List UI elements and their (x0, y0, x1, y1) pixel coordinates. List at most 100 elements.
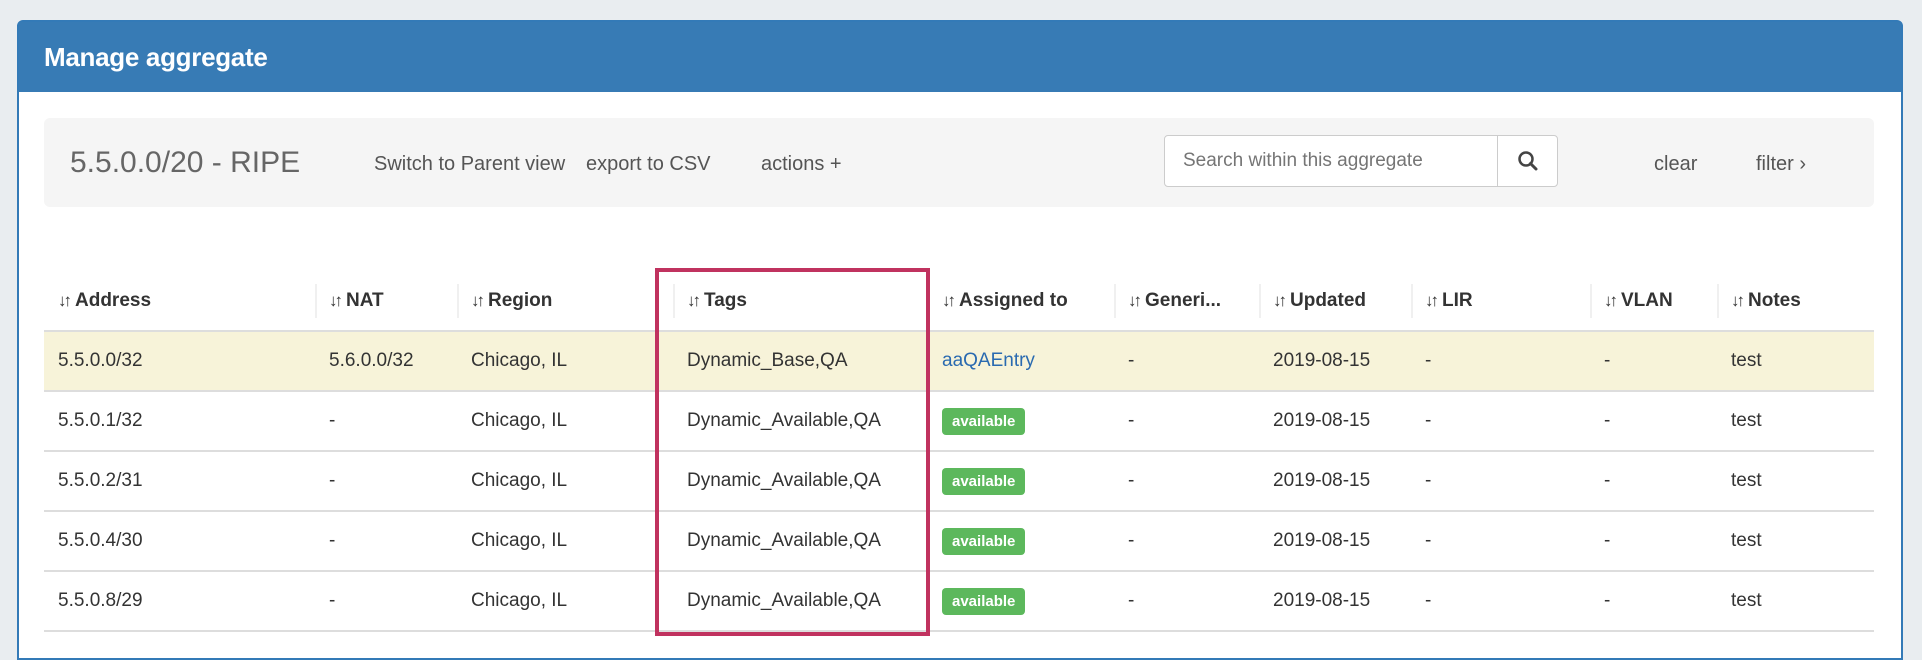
cell-region: Chicago, IL (457, 331, 673, 392)
column-header-tags[interactable]: ↓↑ Tags (673, 272, 928, 332)
column-divider (1411, 284, 1413, 318)
column-header-generic[interactable]: ↓↑ Generi... (1114, 272, 1259, 332)
cell-updated: 2019-08-15 (1259, 511, 1411, 572)
cell-generic: - (1114, 391, 1259, 452)
sort-icon[interactable]: ↓↑ (329, 291, 343, 310)
cell-tags: Dynamic_Available,QA (673, 451, 928, 512)
column-header-address[interactable]: ↓↑ Address (44, 272, 315, 332)
switch-parent-view-link[interactable]: Switch to Parent view (374, 153, 566, 175)
filter-link[interactable]: filter › (1756, 153, 1806, 175)
sort-icon[interactable]: ↓↑ (471, 291, 485, 310)
available-badge[interactable]: available (942, 587, 1026, 615)
column-header-notes[interactable]: ↓↑ Notes (1717, 272, 1874, 332)
cell-vlan: - (1590, 571, 1717, 632)
column-header-label: LIR (1442, 290, 1473, 311)
manage-aggregate-panel: Manage aggregate 5.5.0.0/20 - RIPE Switc… (17, 20, 1903, 660)
cell-nat: - (315, 511, 457, 572)
column-header-assigned[interactable]: ↓↑ Assigned to (928, 272, 1114, 332)
cell-region: Chicago, IL (457, 451, 673, 512)
sort-icon[interactable]: ↓↑ (1731, 291, 1745, 310)
cell-address: 5.5.0.8/29 (44, 571, 315, 632)
column-header-label: Updated (1290, 290, 1366, 311)
column-header-label: Generi... (1145, 290, 1222, 311)
subnet-table: ↓↑ Address ↓↑ NAT ↓↑ Region ↓↑ Tags ↓↑ Assigned t… (44, 272, 1874, 632)
column-header-updated[interactable]: ↓↑ Updated (1259, 272, 1411, 332)
sort-icon[interactable]: ↓↑ (1604, 291, 1618, 310)
cell-notes: test (1717, 571, 1874, 632)
cell-vlan: - (1590, 511, 1717, 572)
cell-assigned: available (928, 571, 1114, 632)
table-row[interactable]: 5.5.0.1/32- Chicago, IL Dynamic_Available,… (44, 391, 1874, 452)
cell-assigned: available (928, 451, 1114, 512)
column-header-label: Address (75, 290, 152, 311)
cell-tags: Dynamic_Base,QA (673, 331, 928, 392)
column-header-label: Tags (704, 290, 747, 311)
column-divider (1590, 284, 1592, 318)
cell-region: Chicago, IL (457, 511, 673, 572)
column-header-label: Notes (1748, 290, 1801, 311)
column-divider (1259, 284, 1261, 318)
search-box (1164, 135, 1558, 187)
toolbar: 5.5.0.0/20 - RIPE Switch to Parent view … (44, 118, 1874, 207)
column-divider (1717, 284, 1719, 318)
table-row[interactable]: 5.5.0.0/32 5.6.0.0/32 Chicago, IL Dynamic_B… (44, 331, 1874, 392)
cell-nat: - (315, 571, 457, 632)
cell-address: 5.5.0.0/32 (44, 331, 315, 392)
cell-lir: - (1411, 511, 1590, 572)
table-row[interactable]: 5.5.0.8/29- Chicago, IL Dynamic_Available,… (44, 571, 1874, 632)
available-badge[interactable]: available (942, 467, 1026, 495)
column-divider (1114, 284, 1116, 318)
aggregate-breadcrumb: 5.5.0.0/20 - RIPE (70, 146, 301, 179)
cell-tags: Dynamic_Available,QA (673, 571, 928, 632)
cell-lir: - (1411, 331, 1590, 392)
export-csv-link[interactable]: export to CSV (586, 153, 711, 175)
cell-vlan: - (1590, 391, 1717, 452)
table-row[interactable]: 5.5.0.4/30- Chicago, IL Dynamic_Available,… (44, 511, 1874, 572)
search-input[interactable] (1165, 136, 1495, 186)
column-header-region[interactable]: ↓↑ Region (457, 272, 673, 332)
sort-icon[interactable]: ↓↑ (1425, 291, 1439, 310)
cell-updated: 2019-08-15 (1259, 331, 1411, 392)
column-header-lir[interactable]: ↓↑ LIR (1411, 272, 1590, 332)
search-button[interactable] (1497, 136, 1557, 186)
cell-updated: 2019-08-15 (1259, 571, 1411, 632)
sort-icon[interactable]: ↓↑ (942, 291, 956, 310)
sort-icon[interactable]: ↓↑ (58, 291, 72, 310)
cell-vlan: - (1590, 451, 1717, 512)
cell-address: 5.5.0.4/30 (44, 511, 315, 572)
column-divider (315, 284, 317, 318)
clear-link[interactable]: clear (1654, 153, 1698, 175)
column-divider (673, 284, 675, 318)
available-badge[interactable]: available (942, 527, 1026, 555)
column-divider (457, 284, 459, 318)
cell-updated: 2019-08-15 (1259, 451, 1411, 512)
sort-icon[interactable]: ↓↑ (1128, 291, 1142, 310)
column-header-label: Region (488, 290, 553, 311)
cell-generic: - (1114, 511, 1259, 572)
cell-generic: - (1114, 451, 1259, 512)
cell-nat: - (315, 391, 457, 452)
column-header-nat[interactable]: ↓↑ NAT (315, 272, 457, 332)
column-header-label: Assigned to (959, 290, 1068, 311)
cell-notes: test (1717, 391, 1874, 452)
column-header-label: NAT (346, 290, 384, 311)
cell-notes: test (1717, 511, 1874, 572)
available-badge[interactable]: available (942, 407, 1026, 435)
sort-icon[interactable]: ↓↑ (687, 291, 701, 310)
cell-region: Chicago, IL (457, 391, 673, 452)
cell-lir: - (1411, 451, 1590, 512)
cell-nat: - (315, 451, 457, 512)
actions-menu[interactable]: actions + (761, 153, 842, 175)
assigned-link[interactable]: aaQAEntry (942, 350, 1035, 371)
tags-column-highlight (655, 268, 930, 636)
cell-lir: - (1411, 391, 1590, 452)
cell-generic: - (1114, 331, 1259, 392)
cell-assigned: available (928, 511, 1114, 572)
cell-assigned: available (928, 391, 1114, 452)
sort-icon[interactable]: ↓↑ (1273, 291, 1287, 310)
cell-notes: test (1717, 451, 1874, 512)
cell-address: 5.5.0.1/32 (44, 391, 315, 452)
cell-region: Chicago, IL (457, 571, 673, 632)
column-header-vlan[interactable]: ↓↑ VLAN (1590, 272, 1717, 332)
table-row[interactable]: 5.5.0.2/31- Chicago, IL Dynamic_Available,… (44, 451, 1874, 512)
